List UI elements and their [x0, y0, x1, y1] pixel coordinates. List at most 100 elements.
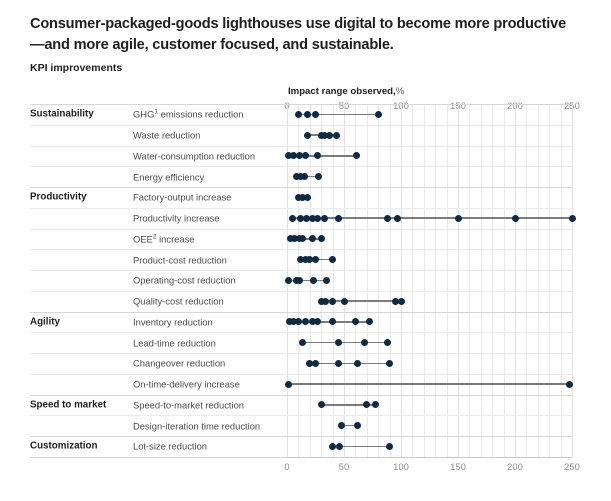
data-point: [299, 235, 307, 243]
data-point: [294, 193, 302, 201]
data-point: [317, 235, 325, 243]
gridline-minor: [560, 104, 562, 457]
data-point: [332, 131, 340, 139]
row-separator: [30, 228, 572, 230]
chart-row: Changeover reduction: [0, 353, 611, 374]
chart-row: Lead-time reduction: [0, 332, 611, 353]
group-label-productivity: Productivity: [30, 191, 87, 203]
data-point: [308, 318, 316, 326]
data-point: [317, 297, 325, 305]
data-point: [354, 359, 362, 367]
group-label-sustainability: Sustainability: [30, 108, 94, 120]
x-tick-label: 100: [393, 460, 409, 472]
gridline-minor: [378, 104, 380, 457]
x-tick-label: 200: [507, 460, 523, 472]
data-point: [511, 214, 519, 222]
gridline-minor: [389, 104, 391, 457]
row-separator: [30, 207, 572, 209]
data-point: [299, 339, 307, 347]
range-line: [332, 445, 390, 448]
data-point: [291, 235, 299, 243]
data-point: [383, 339, 391, 347]
data-point: [383, 214, 391, 222]
data-point: [294, 318, 302, 326]
data-point: [284, 152, 292, 160]
gridline-minor: [492, 104, 494, 457]
group-separator: [30, 436, 572, 437]
data-point: [340, 297, 348, 305]
gridline-major: [344, 104, 345, 457]
group-label-customization: Customization: [30, 440, 98, 452]
data-point: [394, 214, 402, 222]
data-point: [361, 339, 369, 347]
row-separator: [30, 124, 572, 126]
data-point: [309, 276, 317, 284]
x-tick-label: 0: [284, 460, 290, 472]
x-axis-title-text: Impact range observed,: [288, 86, 396, 97]
data-point: [397, 297, 405, 305]
data-point: [308, 235, 316, 243]
data-point: [329, 442, 337, 450]
chart-row: Productivity increase: [0, 208, 611, 229]
data-point: [296, 152, 304, 160]
range-line: [288, 279, 327, 282]
data-point: [386, 359, 394, 367]
gridline-major: [515, 104, 516, 457]
group-label-speed-to-market: Speed to market: [30, 399, 107, 411]
chart-row: Operating-cost reduction: [0, 270, 611, 291]
data-point: [454, 214, 462, 222]
kpi-label: Speed-to-market reduction: [133, 399, 244, 411]
range-line: [321, 300, 401, 302]
data-point: [301, 256, 309, 264]
gridline-minor: [355, 104, 357, 457]
data-point: [363, 401, 371, 409]
gridline-minor: [446, 104, 448, 457]
gridline-minor: [423, 104, 425, 457]
kpi-label: Quality-cost reduction: [133, 295, 224, 307]
data-point: [325, 131, 333, 139]
x-axis-ticks-bottom: 0 50 100 150 200 250: [284, 460, 579, 475]
x-tick-label: 150: [450, 460, 466, 472]
chart-row: Speed to market Speed-to-market reduction: [0, 395, 611, 416]
data-point: [290, 152, 298, 160]
data-point: [314, 318, 322, 326]
data-point: [297, 256, 305, 264]
chart-row: Sustainability GHG1 emissions reduction: [0, 104, 611, 125]
gridline-minor: [332, 104, 334, 457]
data-point: [294, 110, 302, 118]
footnote-marker: 2: [152, 233, 157, 241]
data-point: [301, 152, 309, 160]
chart-row: Productivity Factory-output increase: [0, 187, 611, 208]
data-point: [302, 214, 310, 222]
gridline-minor: [503, 104, 505, 457]
data-point: [297, 214, 305, 222]
data-point: [306, 359, 314, 367]
x-axis-unit: %: [395, 86, 405, 97]
group-separator: [30, 187, 572, 188]
chart-row: Agility Inventory reduction: [0, 312, 611, 333]
chart-row: On-time-delivery increase: [0, 374, 611, 395]
data-point: [386, 442, 394, 450]
data-point: [566, 380, 574, 388]
data-point: [334, 359, 342, 367]
kpi-label: OEE2 increase: [133, 233, 195, 245]
data-point: [312, 110, 319, 118]
kpi-label: Factory-output increase: [133, 191, 232, 203]
kpi-label: Product-cost reduction: [133, 254, 227, 266]
group-separator: [30, 104, 572, 105]
data-point: [329, 256, 337, 264]
chart-row: Quality-cost reduction: [0, 291, 611, 312]
data-point: [286, 235, 294, 243]
data-point: [290, 318, 298, 326]
data-point: [284, 380, 292, 388]
data-point: [284, 276, 292, 284]
data-point: [285, 318, 293, 326]
row-separator: [30, 270, 572, 271]
kpi-label: Lot-size reduction: [133, 440, 207, 452]
kpi-label: On-time-delivery increase: [133, 378, 240, 390]
kpi-label: Waste reduction: [133, 129, 201, 141]
data-point: [353, 152, 361, 160]
page-title: Consumer-packaged-goods lighthouses use …: [30, 16, 566, 53]
footnote-marker: 1: [154, 108, 159, 116]
gridline-major: [572, 104, 573, 457]
